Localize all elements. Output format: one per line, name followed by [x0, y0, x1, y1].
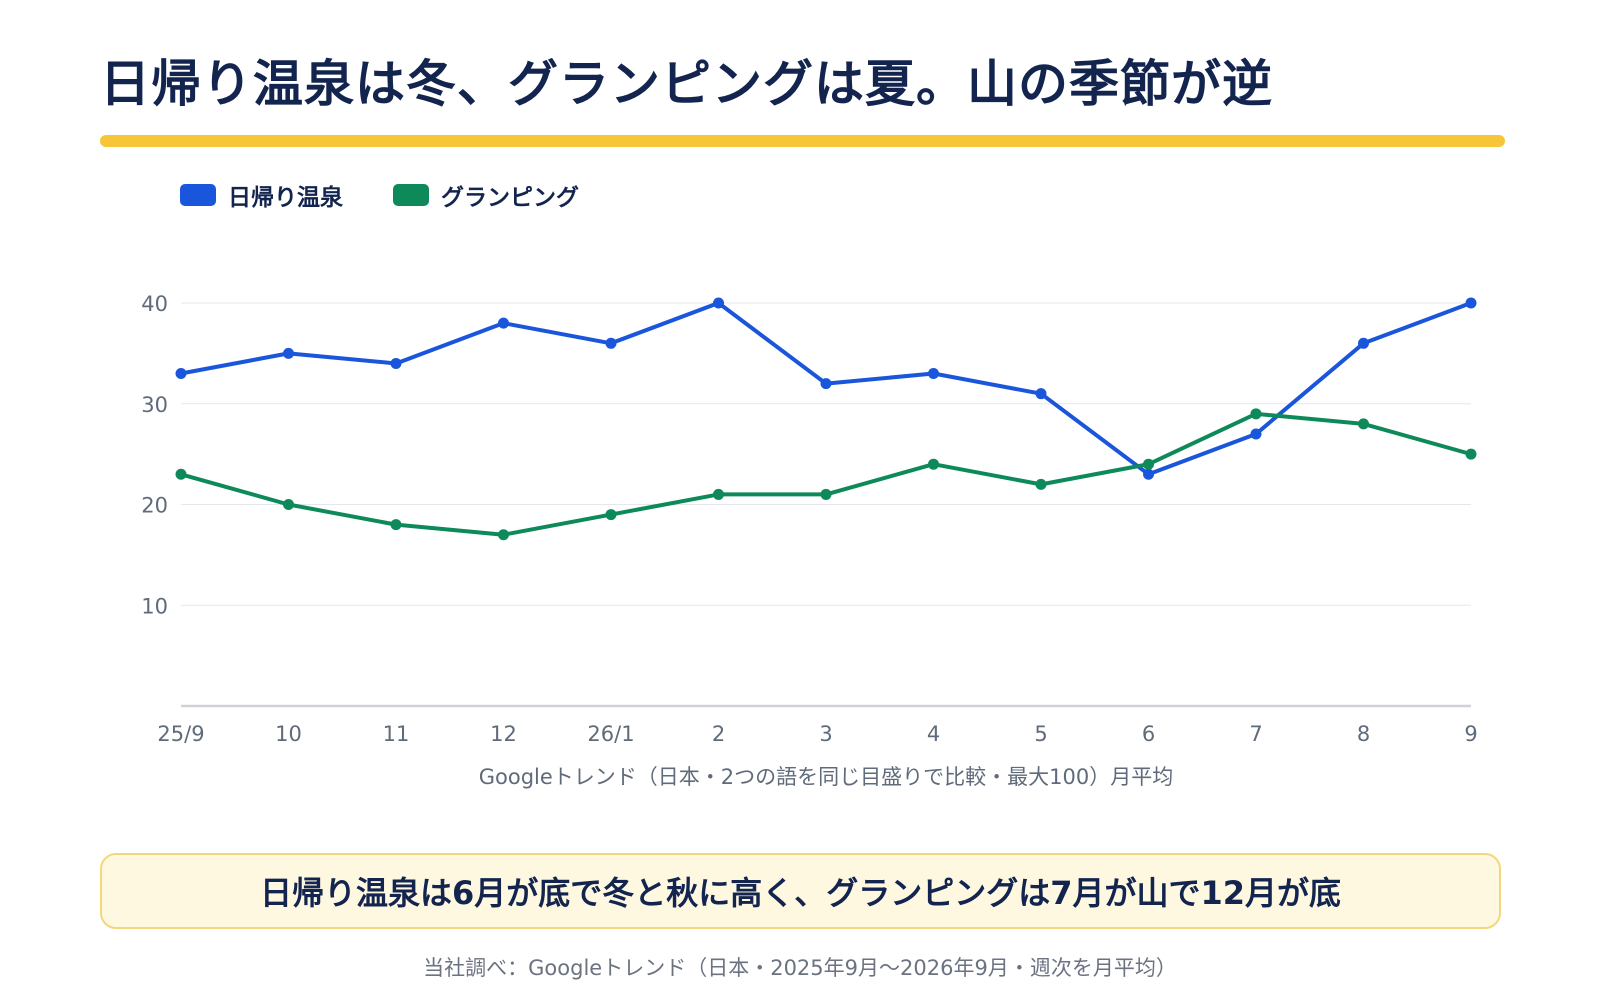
x-tick-label: 11: [383, 722, 410, 746]
data-point-1: [498, 529, 509, 541]
x-tick-label: 5: [1034, 722, 1047, 746]
summary-callout: 日帰り温泉は6月が底で冬と秋に高く、グランピングは7月が山で12月が底: [100, 853, 1501, 929]
x-tick-label: 10: [275, 722, 302, 746]
data-point-1: [820, 488, 832, 500]
x-tick-label: 3: [819, 722, 832, 746]
data-point-1: [1250, 408, 1262, 420]
data-point-0: [713, 297, 724, 309]
x-tick-label: 26/1: [587, 722, 634, 746]
legend: 日帰り温泉 グランピング: [180, 178, 579, 212]
x-tick-label: 7: [1249, 722, 1262, 746]
source-note: 当社調べ：Googleトレンド（日本・2025年9月〜2026年9月・週次を月平…: [423, 956, 1177, 980]
legend-item-onsen: 日帰り温泉: [180, 178, 343, 212]
legend-label-onsen: 日帰り温泉: [228, 185, 343, 211]
x-tick-label: 8: [1357, 722, 1370, 746]
legend-swatch-onsen: [180, 184, 216, 206]
y-tick-label: 20: [141, 494, 168, 518]
data-point-1: [1143, 458, 1154, 470]
data-point-0: [1143, 468, 1154, 480]
data-point-0: [175, 368, 187, 380]
legend-swatch-glamping: [393, 184, 429, 206]
data-point-1: [713, 488, 724, 500]
line-chart: 10 20 30 40 25/9 10 11 12 26/1 2 3 4 5 6 7 8 9 Googleトレンド…: [141, 292, 1477, 789]
chart-title: 日帰り温泉は冬、グランピングは夏。山の季節が逆: [100, 55, 1273, 113]
data-point-1: [1358, 418, 1369, 430]
x-tick-label: 9: [1464, 722, 1477, 746]
y-tick-label: 30: [141, 393, 168, 417]
data-point-0: [605, 337, 617, 349]
data-point-0: [1465, 297, 1477, 309]
data-point-0: [283, 347, 294, 359]
data-point-1: [605, 509, 617, 521]
data-point-0: [498, 317, 509, 329]
data-point-1: [175, 468, 187, 480]
data-point-0: [1358, 337, 1369, 349]
data-point-0: [820, 378, 832, 390]
data-point-1: [390, 519, 402, 531]
y-tick-label: 40: [141, 292, 168, 316]
data-point-0: [390, 357, 402, 369]
data-point-0: [928, 368, 939, 380]
data-point-1: [283, 499, 294, 510]
data-point-0: [1250, 428, 1262, 440]
data-point-1: [1465, 448, 1477, 460]
x-tick-label: 4: [927, 722, 940, 746]
x-tick-label: 6: [1142, 722, 1155, 746]
x-tick-label: 12: [490, 722, 517, 746]
y-tick-label: 10: [141, 594, 168, 618]
series-line-1: [179, 411, 1473, 537]
legend-item-glamping: グランピング: [393, 178, 579, 212]
data-point-0: [1035, 388, 1047, 400]
x-tick-label: 2: [712, 722, 725, 746]
legend-label-glamping: グランピング: [441, 185, 579, 211]
data-point-1: [928, 458, 939, 470]
x-tick-label: 25/9: [157, 722, 204, 746]
x-axis-label: Googleトレンド（日本・2つの語を同じ目盛りで比較・最大100）月平均: [479, 765, 1174, 789]
data-point-1: [1035, 478, 1047, 490]
title-underline: [100, 135, 1505, 147]
